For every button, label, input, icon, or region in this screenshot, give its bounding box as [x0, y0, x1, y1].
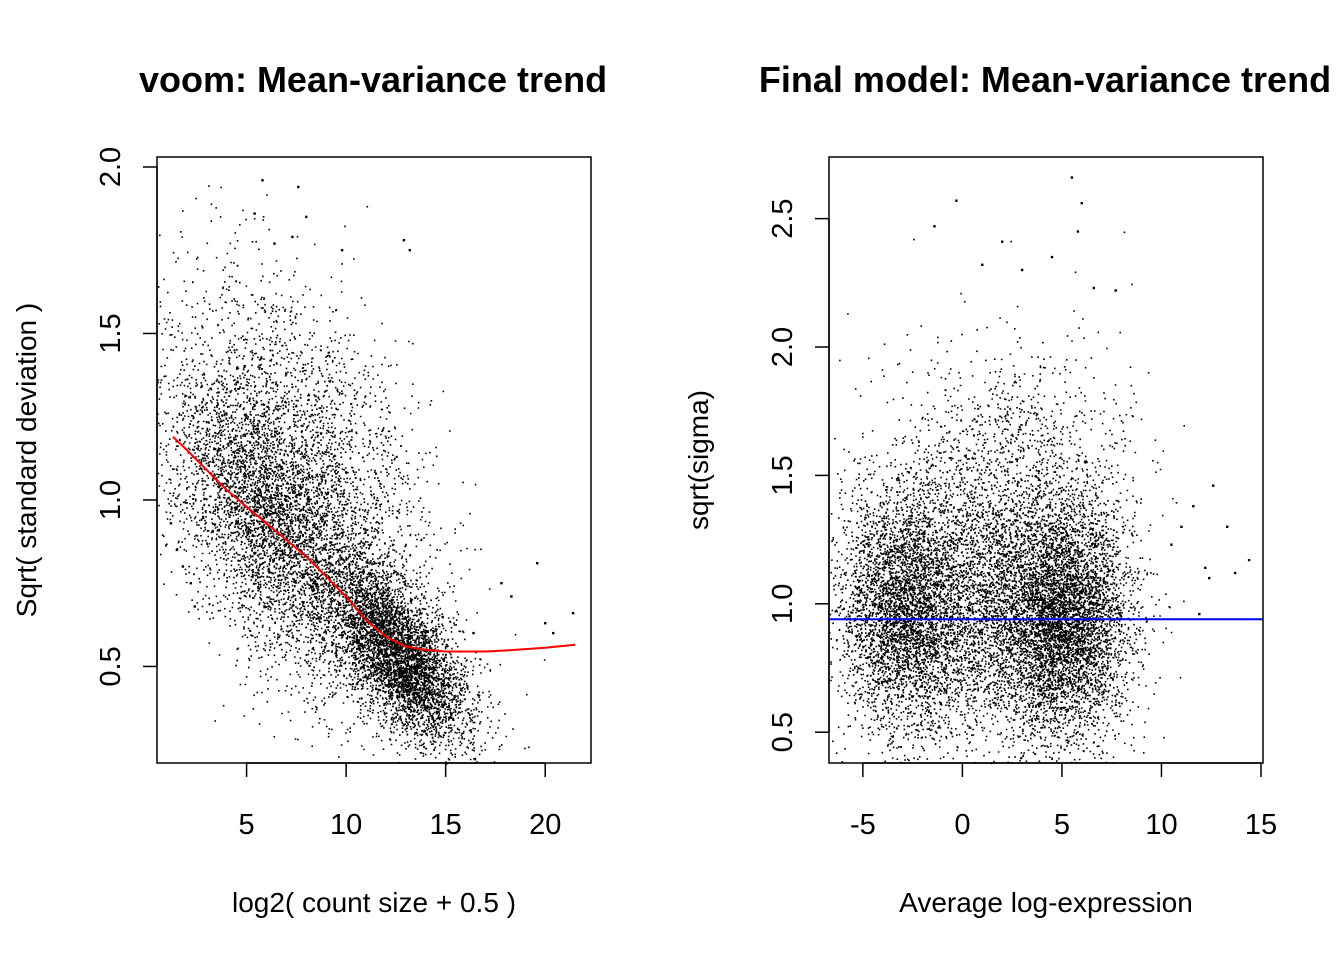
scatter-point	[181, 565, 185, 568]
scatter-point	[955, 199, 958, 202]
scatter-point	[193, 605, 196, 608]
x-tick-label: 20	[529, 809, 561, 841]
scatter-point	[1226, 525, 1229, 528]
scatter-point	[340, 249, 344, 252]
y-axis-label: sqrt(sigma)	[683, 390, 714, 530]
x-axis: 5 10 15 20	[239, 762, 561, 841]
scatter-point	[981, 263, 984, 266]
scatter-point	[552, 631, 555, 635]
scatter-point	[1170, 543, 1173, 546]
y-tick-label: 1.0	[95, 480, 127, 520]
x-tick-label: 10	[1145, 809, 1177, 841]
scatter-point	[1092, 286, 1095, 290]
y-tick-label: 1.5	[95, 313, 127, 353]
plot-frame	[156, 156, 592, 764]
scatter-point	[1070, 176, 1074, 179]
x-tick-label: 15	[430, 809, 462, 841]
scatter-point	[253, 212, 256, 215]
y-tick-label: 2.0	[95, 147, 127, 187]
scatter-point	[1192, 505, 1195, 508]
scatter-point	[273, 242, 276, 245]
scatter-point	[500, 582, 503, 585]
y-tick-label: 1.0	[767, 584, 799, 624]
y-tick-label: 0.5	[95, 646, 127, 686]
x-axis-label: log2( count size + 0.5 )	[232, 887, 516, 918]
x-tick-label: 0	[954, 809, 970, 841]
x-tick-label: -5	[850, 809, 876, 841]
scatter-point	[1001, 240, 1004, 243]
point-cluster-high-expression-genes	[934, 365, 1185, 764]
scatter-point	[189, 582, 192, 585]
final-model-panel: Final model: Mean-variance trend -5 0 5 10 1…	[683, 59, 1331, 918]
point-cluster-mid-expression-genes	[852, 238, 1129, 765]
scatter-point	[297, 185, 300, 189]
scatter-points	[157, 179, 575, 765]
point-cluster-high-count-genes	[287, 491, 530, 765]
scatter-point	[1020, 268, 1024, 272]
y-axis-label: Sqrt( standard deviation )	[11, 303, 42, 617]
point-cluster-mid-count-genes	[157, 210, 546, 764]
y-tick-label: 1.5	[767, 455, 799, 495]
scatter-point	[261, 179, 264, 182]
scatter-point	[1076, 230, 1080, 233]
chart-title: voom: Mean-variance trend	[139, 59, 607, 100]
plot-frame	[828, 156, 1264, 764]
scatter-point	[510, 595, 513, 598]
scatter-point	[1080, 202, 1083, 205]
scatter-point	[291, 235, 294, 239]
y-tick-label: 2.0	[767, 327, 799, 367]
scatter-point	[1198, 612, 1201, 616]
y-tick-label: 0.5	[767, 712, 799, 752]
scatter-point	[169, 522, 173, 525]
y-tick-label: 2.5	[767, 198, 799, 238]
point-cluster-low-expression-genes	[829, 357, 1017, 764]
x-tick-label: 5	[1054, 809, 1070, 841]
scatter-point	[571, 612, 575, 615]
scatter-point	[472, 631, 475, 635]
scatter-point	[1114, 289, 1117, 292]
x-tick-label: 10	[330, 809, 362, 841]
scatter-point	[1212, 484, 1215, 487]
x-axis-label: Average log-expression	[899, 887, 1193, 918]
scatter-point	[1233, 571, 1237, 575]
scatter-point	[175, 548, 179, 552]
chart-title: Final model: Mean-variance trend	[759, 59, 1331, 100]
y-axis: 0.5 1.0 1.5 2.0 2.5	[767, 198, 830, 752]
scatter-point	[1180, 525, 1183, 528]
scatter-points	[829, 176, 1251, 765]
voom-panel: voom: Mean-variance trend 5 10 15 20 0.5 1.0…	[11, 59, 607, 918]
scatter-point	[1208, 576, 1211, 580]
scatter-point	[402, 239, 406, 242]
trend-line	[172, 435, 576, 653]
scatter-point	[544, 622, 547, 625]
scatter-point	[1204, 566, 1207, 569]
scatter-point	[933, 225, 936, 228]
scatter-point	[1247, 558, 1251, 562]
x-axis: -5 0 5 10 15	[850, 762, 1277, 841]
scatter-point	[536, 562, 539, 565]
y-axis: 0.5 1.0 1.5 2.0	[95, 147, 158, 687]
scatter-point	[408, 249, 411, 252]
scatter-point	[305, 215, 308, 219]
x-tick-label: 5	[239, 809, 255, 841]
scatter-point	[1050, 255, 1054, 259]
x-tick-label: 15	[1245, 809, 1277, 841]
